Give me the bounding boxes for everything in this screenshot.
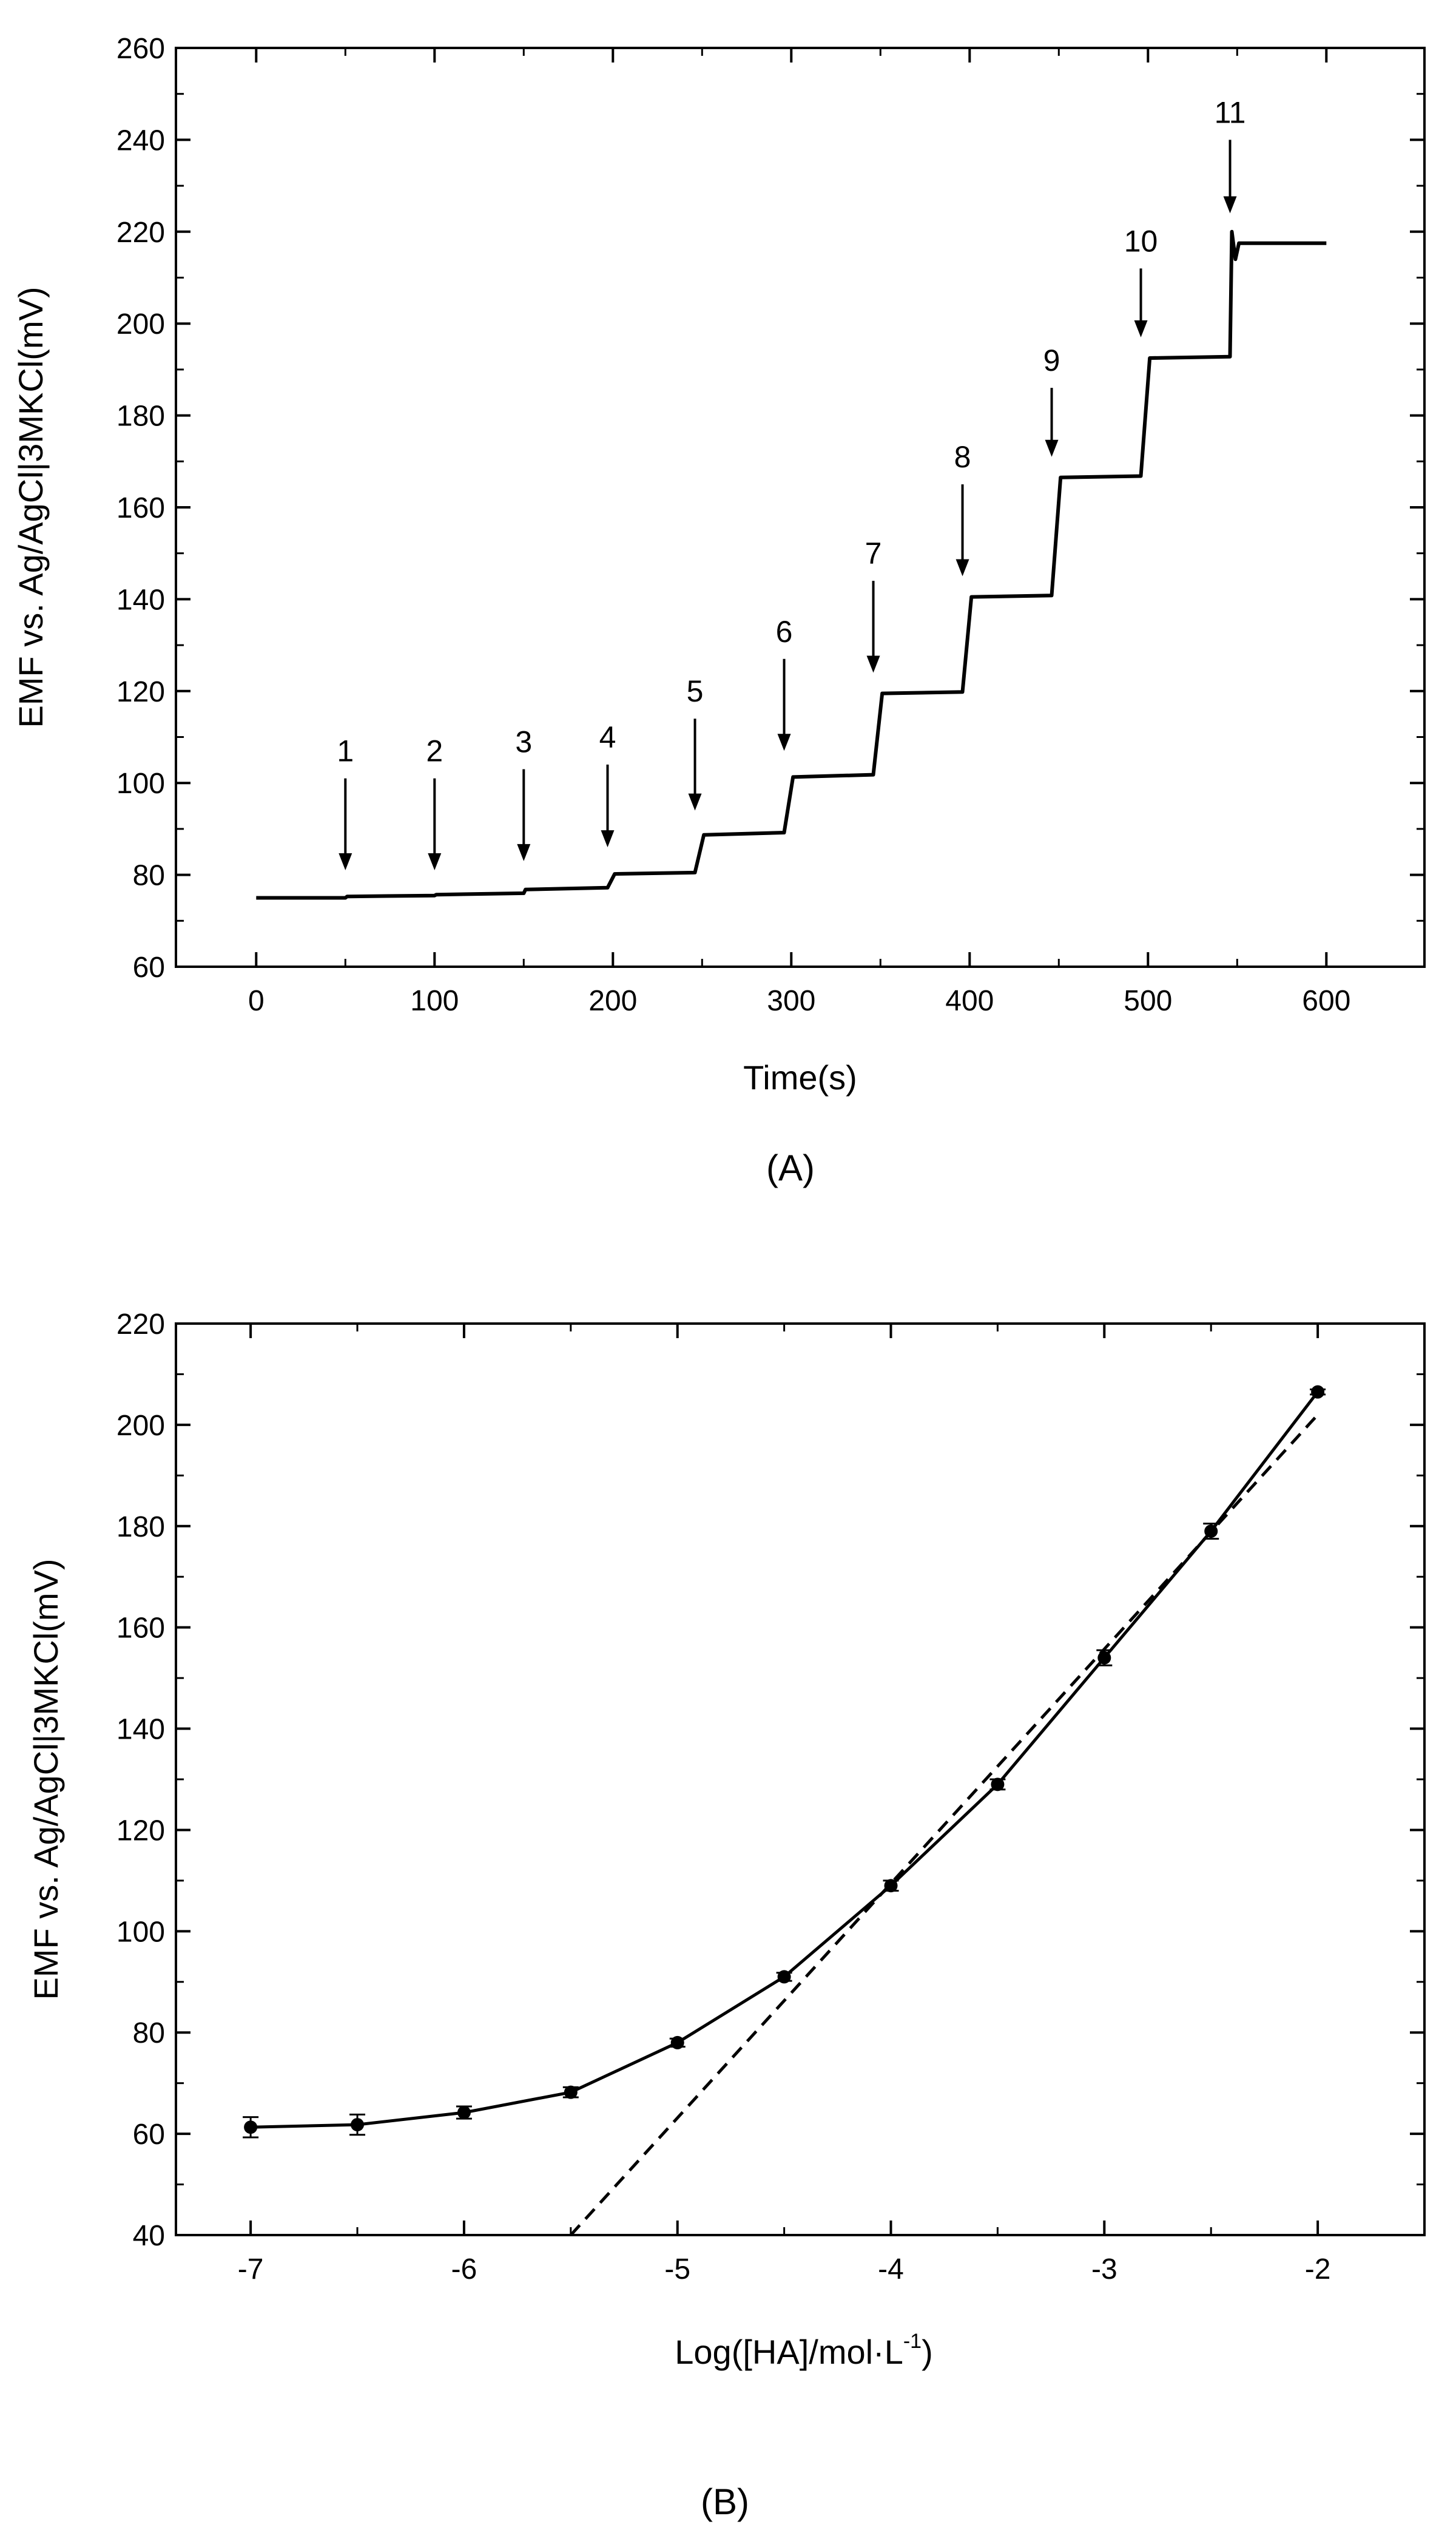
y-tick-label-b: 40 xyxy=(133,2220,165,2252)
y-tick-label-a: 80 xyxy=(133,860,165,892)
plot-area-b xyxy=(175,1322,1426,2236)
y-tick-label-a: 260 xyxy=(116,33,165,65)
x-axis-label-b-sup: -1 xyxy=(903,2330,922,2353)
arrow-head xyxy=(1045,439,1059,457)
data-point xyxy=(351,2118,365,2132)
y-tick-label-b: 120 xyxy=(116,1815,165,1847)
x-tick-label-b: -4 xyxy=(878,2253,904,2285)
arrow-label: 6 xyxy=(776,615,793,649)
x-tick-label-a: 600 xyxy=(1302,985,1350,1017)
x-tick-label-a: 400 xyxy=(945,985,994,1017)
arrow-label: 5 xyxy=(687,674,704,708)
data-point xyxy=(1204,1524,1218,1538)
data-point xyxy=(244,2120,258,2134)
x-axis-label-b-main: Log([HA]/mol·L xyxy=(675,2333,903,2371)
x-tick-label-b: -3 xyxy=(1091,2253,1117,2285)
arrow-head xyxy=(956,559,969,577)
x-tick-label-b: -6 xyxy=(451,2253,477,2285)
x-tick-label-b: -2 xyxy=(1305,2253,1331,2285)
y-tick-label-a: 140 xyxy=(116,584,165,616)
plot-area-a xyxy=(175,47,1426,968)
y-tick-label-b: 180 xyxy=(116,1511,165,1543)
x-tick-label-a: 100 xyxy=(410,985,459,1017)
data-point xyxy=(1311,1385,1325,1399)
arrow-head xyxy=(866,655,880,673)
y-tick-label-a: 160 xyxy=(116,492,165,524)
emf-trace-line xyxy=(256,229,1327,900)
x-tick-label-a: 500 xyxy=(1124,985,1172,1017)
y-tick-label-b: 140 xyxy=(116,1714,165,1746)
y-tick-label-a: 200 xyxy=(116,308,165,340)
y-tick-label-a: 100 xyxy=(116,768,165,800)
panel-label-a: (A) xyxy=(766,1148,815,1188)
measured-line xyxy=(251,1391,1320,2129)
data-point xyxy=(564,2085,578,2099)
data-layer-a: 1 2 3 4 5 6 7 8 9 10 11 xyxy=(256,95,1327,900)
x-axis-label-b-end: ) xyxy=(922,2333,933,2371)
y-tick-label-a: 60 xyxy=(133,952,165,984)
arrow-label: 3 xyxy=(515,725,532,759)
arrow-head xyxy=(428,853,442,871)
y-tick-label-b: 160 xyxy=(116,1612,165,1645)
arrow-label: 11 xyxy=(1215,95,1246,129)
arrow-head xyxy=(1223,196,1237,214)
x-tick-label-a: 200 xyxy=(588,985,637,1017)
x-axis-label-a: Time(s) xyxy=(743,1058,857,1097)
arrow-head xyxy=(601,830,615,848)
axes-a: 0 100 200 300 400 500 600 60 80 100 120 140 160 180 20… xyxy=(116,33,1424,1017)
data-point xyxy=(991,1777,1005,1791)
y-tick-label-b: 80 xyxy=(133,2017,165,2049)
y-tick-label-b: 200 xyxy=(116,1410,165,1442)
arrow-label: 1 xyxy=(337,734,354,768)
y-tick-label-a: 240 xyxy=(116,124,165,157)
arrow-head xyxy=(339,853,352,871)
arrow-head xyxy=(688,793,702,811)
data-point xyxy=(777,1970,791,1984)
arrow-label: 7 xyxy=(865,536,882,570)
arrow-label: 10 xyxy=(1124,224,1158,258)
y-tick-label-a: 180 xyxy=(116,401,165,433)
arrow-label: 8 xyxy=(954,440,971,474)
panel-label-b: (B) xyxy=(701,2481,749,2522)
y-axis-label-a: EMF vs. Ag/AgCl|3MKCl(mV) xyxy=(12,286,50,728)
y-tick-label-b: 220 xyxy=(116,1308,165,1341)
arrow-label: 9 xyxy=(1043,343,1060,377)
x-tick-label-b: -5 xyxy=(664,2253,690,2285)
chart-panel-a: 0 100 200 300 400 500 600 60 80 100 120 140 160 180 20… xyxy=(12,33,1426,1188)
arrow-head xyxy=(777,734,791,751)
arrow-label: 4 xyxy=(599,720,616,754)
y-axis-label-b: EMF vs. Ag/AgCl|3MKCl(mV) xyxy=(27,1558,65,2000)
y-tick-label-a: 220 xyxy=(116,217,165,249)
arrow-label: 2 xyxy=(426,734,443,768)
data-layer-b xyxy=(243,1385,1326,2236)
chart-panel-b: -7 -6 -5 -4 -3 -2406080100120140160180200220 … xyxy=(27,1308,1426,2522)
y-tick-label-b: 60 xyxy=(133,2119,165,2151)
arrow-head xyxy=(517,844,531,861)
data-point xyxy=(1097,1651,1111,1665)
x-tick-label-a: 0 xyxy=(248,985,265,1017)
data-point xyxy=(884,1879,898,1893)
axes-b: -7 -6 -5 -4 -3 -2 40 60 80 100 120 140 160 180 200 220 xyxy=(116,1308,1424,2285)
x-axis-label-b: Log([HA]/mol·L-1) xyxy=(675,2330,932,2371)
x-tick-label-b: -7 xyxy=(238,2253,264,2285)
data-point xyxy=(670,2035,684,2049)
x-tick-label-a: 300 xyxy=(767,985,815,1017)
data-point xyxy=(457,2106,471,2120)
arrow-head xyxy=(1134,320,1148,337)
y-tick-label-a: 120 xyxy=(116,676,165,708)
y-tick-label-b: 100 xyxy=(116,1916,165,1948)
